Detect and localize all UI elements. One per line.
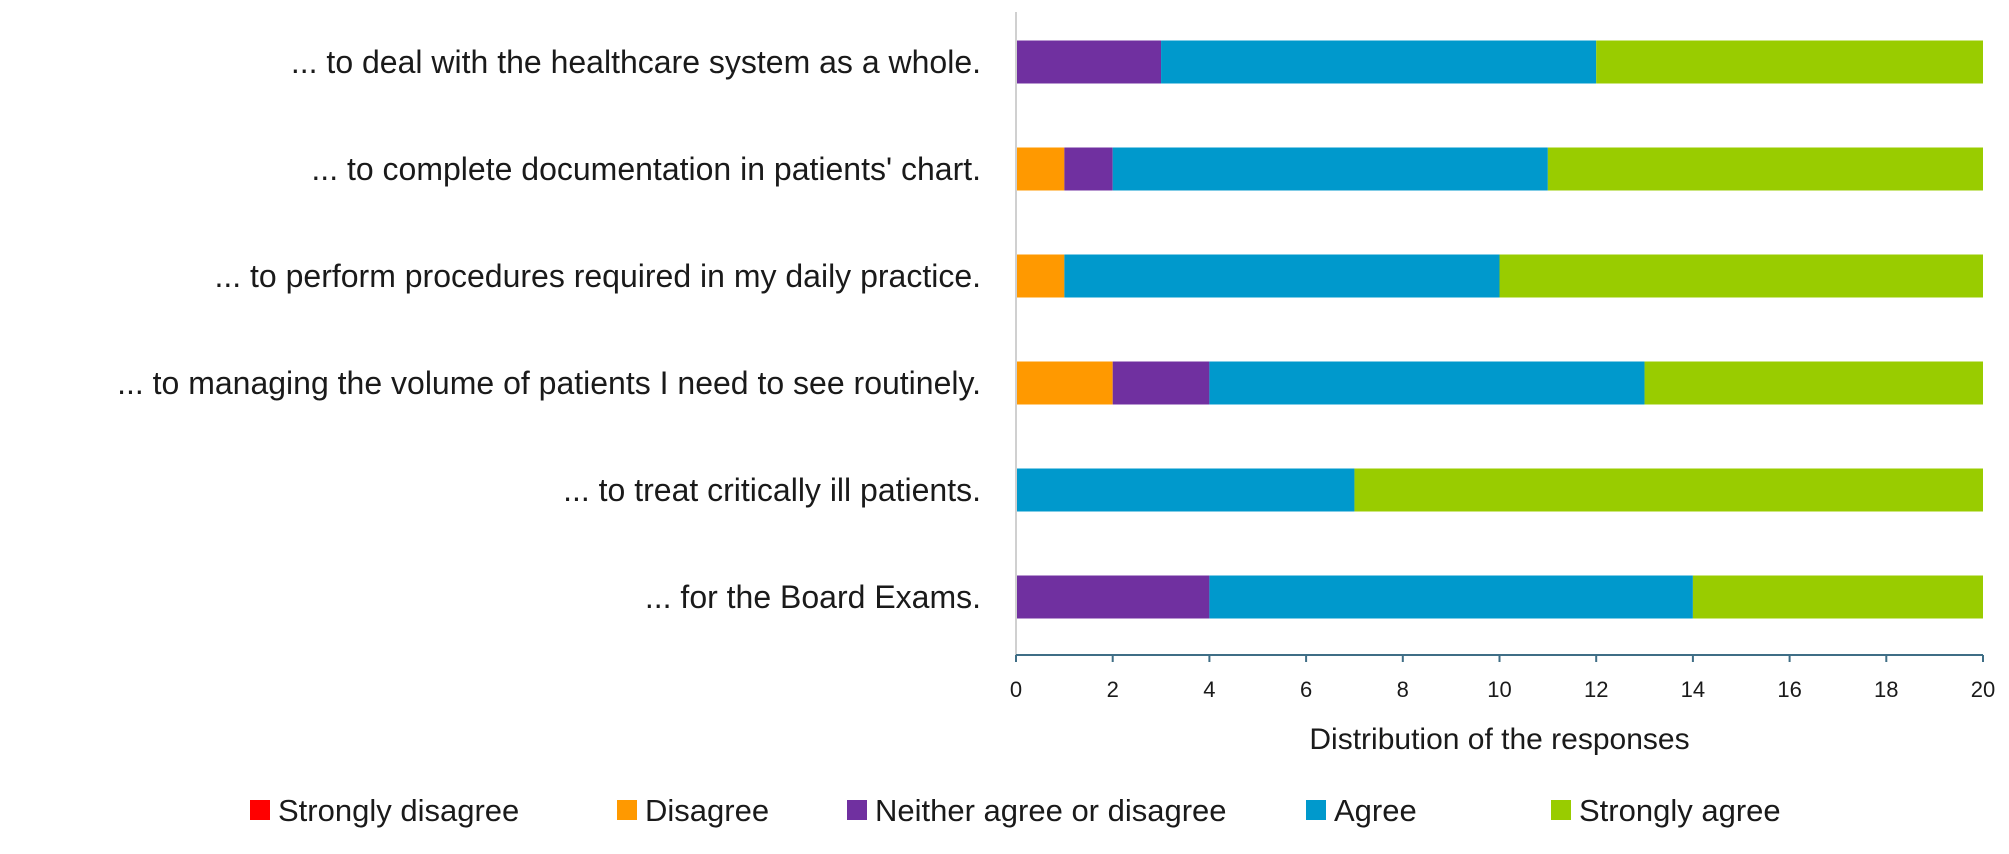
x-tick-label: 10 [1487,677,1511,702]
x-tick-label: 2 [1107,677,1119,702]
bar-segment-disagree-row-4 [1016,361,1113,405]
category-label: ... to complete documentation in patient… [311,151,981,187]
legend-item-neither-agree-or-disagree: Neither agree or disagree [847,793,1227,828]
bar-segment-strongly-agree-row-6 [1692,575,1983,619]
legend-label: Neither agree or disagree [875,793,1227,828]
bar-segment-agree-row-1 [1161,40,1597,84]
x-tick-label: 16 [1777,677,1801,702]
bar-segment-agree-row-6 [1209,575,1693,619]
bar-segment-neither-agree-or-disagree-row-1 [1016,40,1162,84]
legend-label: Disagree [645,793,769,828]
bar-segment-agree-row-4 [1209,361,1645,405]
x-tick-label: 14 [1681,677,1705,702]
bar-segment-strongly-agree-row-3 [1499,254,1983,298]
bar-segment-disagree-row-3 [1016,254,1065,298]
bar-segment-neither-agree-or-disagree-row-6 [1016,575,1210,619]
legend-swatch [847,800,867,820]
legend-item-disagree: Disagree [617,793,769,828]
x-axis-ticks: 0 2 4 6 8 10 12 14 16 18 20 [1010,655,1995,702]
legend-item-strongly-agree: Strongly agree [1551,793,1781,828]
x-tick-label: 12 [1584,677,1608,702]
legend-item-agree: Agree [1306,793,1417,828]
legend-label: Agree [1334,793,1417,828]
category-label: ... to treat critically ill patients. [563,472,981,508]
x-tick-label: 6 [1300,677,1312,702]
legend-swatch [1551,800,1571,820]
bar-segment-neither-agree-or-disagree-row-4 [1112,361,1210,405]
x-tick-label: 20 [1971,677,1995,702]
category-labels: ... to deal with the healthcare system a… [117,44,981,615]
category-label: ... for the Board Exams. [645,579,981,615]
bar-segment-strongly-agree-row-5 [1354,468,1983,512]
x-tick-label: 8 [1397,677,1409,702]
category-label: ... to managing the volume of patients I… [117,365,981,401]
legend-label: Strongly agree [1579,793,1781,828]
bar-segment-agree-row-5 [1016,468,1355,512]
x-tick-label: 0 [1010,677,1022,702]
legend-swatch [617,800,637,820]
x-tick-label: 4 [1203,677,1215,702]
bar-segment-disagree-row-2 [1016,147,1065,191]
legend-swatch [250,800,270,820]
category-label: ... to perform procedures required in my… [214,258,981,294]
legend-label: Strongly disagree [278,793,519,828]
category-label: ... to deal with the healthcare system a… [291,44,981,80]
bar-segment-agree-row-3 [1064,254,1500,298]
bar-segment-strongly-agree-row-1 [1596,40,1983,84]
x-axis-title: Distribution of the responses [1309,723,1689,756]
bars-layer [1016,40,1983,619]
bar-segment-strongly-agree-row-2 [1547,147,1983,191]
legend-swatch [1306,800,1326,820]
legend-item-strongly-disagree: Strongly disagree [250,793,519,828]
bar-segment-neither-agree-or-disagree-row-2 [1064,147,1113,191]
bar-segment-strongly-agree-row-4 [1644,361,1983,405]
x-tick-label: 18 [1874,677,1898,702]
legend: Strongly disagree Disagree Neither agree o… [250,793,1781,828]
bar-segment-agree-row-2 [1112,147,1548,191]
